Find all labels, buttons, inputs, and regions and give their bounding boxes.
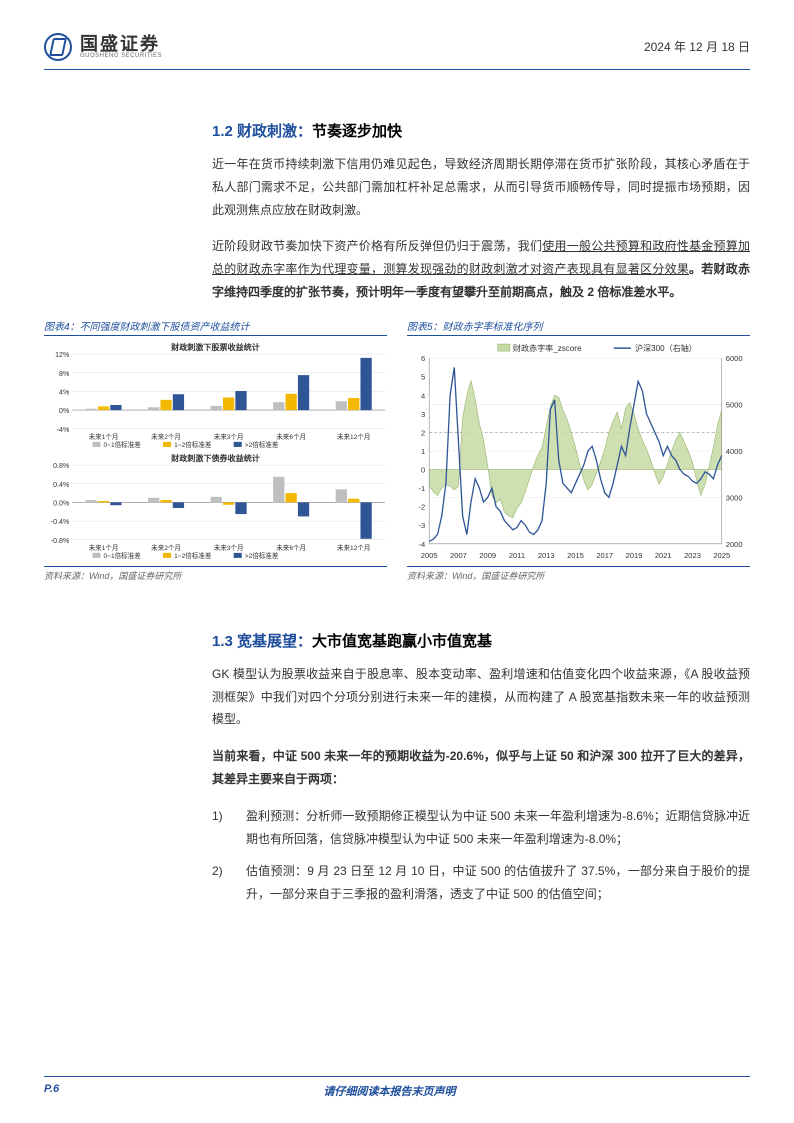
page-footer: P.6 请仔细阅读本报告末页声明 [44,1076,750,1099]
svg-text:2019: 2019 [626,551,643,560]
chart-5-source: 资料来源：Wind，国盛证券研究所 [407,566,750,582]
svg-text:2: 2 [421,428,425,437]
svg-text:-2: -2 [418,502,425,511]
svg-text:未来3个月: 未来3个月 [214,432,244,441]
logo-text-en: GUOSHENG SECURITIES [80,53,162,59]
svg-text:0~1倍标准差: 0~1倍标准差 [104,440,142,449]
svg-text:0.8%: 0.8% [53,463,70,470]
svg-text:0.0%: 0.0% [53,500,70,507]
svg-text:-0.4%: -0.4% [51,519,70,526]
svg-text:未来3个月: 未来3个月 [214,543,244,552]
svg-text:未来1个月: 未来1个月 [89,432,119,441]
svg-text:6000: 6000 [726,354,743,363]
svg-text:未来2个月: 未来2个月 [151,543,181,552]
svg-text:2007: 2007 [450,551,467,560]
svg-text:1: 1 [421,447,425,456]
svg-text:-4: -4 [418,540,425,549]
chart-4-svg: 财政刺激下股票收益统计-4%0%4%8%12%未来1个月未来2个月未来3个月未来… [44,340,387,562]
logo-text-cn: 国盛证券 [80,35,162,53]
svg-text:4: 4 [421,391,425,400]
section-1-3-para2: 当前来看，中证 500 未来一年的预期收益为-20.6%，似乎与上证 50 和沪… [212,745,750,791]
chart-5-title: 图表5：财政赤字率标准化序列 [407,318,750,336]
section-1-3-heading: 1.3 宽基展望：大市值宽基跑赢小市值宽基 [212,630,750,651]
svg-text:>2倍标准差: >2倍标准差 [245,551,279,560]
chart-row: 图表4：不同强度财政刺激下股债资产收益统计 财政刺激下股票收益统计 -4% 0% 4%… [44,318,750,582]
svg-text:1~2倍标准差: 1~2倍标准差 [174,551,212,560]
page-header: 国盛证券 GUOSHENG SECURITIES 2024 年 12 月 18 … [44,0,750,70]
svg-text:5: 5 [421,373,425,382]
svg-text:未来1个月: 未来1个月 [89,543,119,552]
page-content: 1.2 财政刺激：节奏逐步加快 近一年在货币持续刺激下信用仍难见起色，导致经济周… [44,120,750,916]
section-1-3-para1: GK 模型认为股票收益来自于股息率、股本变动率、盈利增速和估值变化四个收益来源，… [212,663,750,731]
svg-text:5000: 5000 [726,400,743,409]
section-1-2-para2: 近阶段财政节奏加快下资产价格有所反弹但仍归于震荡，我们使用一般公共预算和政府性基… [212,235,750,303]
svg-text:-4%: -4% [57,427,70,434]
svg-text:财政赤字率_zscore: 财政赤字率_zscore [513,343,582,353]
svg-text:2023: 2023 [684,551,701,560]
svg-text:-1: -1 [418,484,425,493]
svg-text:0~1倍标准差: 0~1倍标准差 [104,551,142,560]
chart-4-title: 图表4：不同强度财政刺激下股债资产收益统计 [44,318,387,336]
svg-text:2015: 2015 [567,551,584,560]
svg-text:未来12个月: 未来12个月 [337,543,370,552]
svg-text:>2倍标准差: >2倍标准差 [245,440,279,449]
svg-text:未来12个月: 未来12个月 [337,432,370,441]
svg-text:财政刺激下债券收益统计: 财政刺激下债券收益统计 [170,453,260,463]
svg-text:4%: 4% [59,389,70,396]
svg-text:未来6个月: 未来6个月 [276,543,306,552]
svg-text:6: 6 [421,354,425,363]
company-logo: 国盛证券 GUOSHENG SECURITIES [44,33,162,61]
svg-text:2013: 2013 [538,551,555,560]
report-date: 2024 年 12 月 18 日 [644,38,750,55]
svg-text:2000: 2000 [726,540,743,549]
footer-notice: 请仔细阅读本报告末页声明 [324,1083,456,1099]
svg-text:未来2个月: 未来2个月 [151,432,181,441]
svg-text:12%: 12% [55,352,70,359]
svg-text:2005: 2005 [421,551,438,560]
svg-text:3: 3 [421,410,425,419]
svg-text:0: 0 [421,465,425,474]
svg-text:0%: 0% [59,408,70,415]
svg-text:8%: 8% [59,371,70,378]
svg-text:2025: 2025 [713,551,730,560]
svg-text:沪深300（右轴）: 沪深300（右轴） [635,343,697,353]
logo-icon [44,33,72,61]
chart-5-svg: -4 -3 -2 -1 0 1 2 3 4 5 6 2000 3000 4000 5000 6000 2005 2… [407,340,750,562]
chart-4: 图表4：不同强度财政刺激下股债资产收益统计 财政刺激下股票收益统计 -4% 0% 4%… [44,318,387,582]
chart-5: 图表5：财政赤字率标准化序列 -4 -3 -2 -1 0 1 2 3 4 5 6 2000 3000 40… [407,318,750,582]
list-item-2: 2) 估值预测：9 月 23 日至 12 月 10 日，中证 500 的估值拔升… [212,860,750,906]
svg-text:2009: 2009 [479,551,496,560]
svg-text:2017: 2017 [596,551,613,560]
svg-text:1~2倍标准差: 1~2倍标准差 [174,440,212,449]
list-item-1: 1) 盈利预测：分析师一致预期修正模型认为中证 500 未来一年盈利增速为-8.… [212,805,750,851]
section-1-2-para1: 近一年在货币持续刺激下信用仍难见起色，导致经济周期长期停滞在货币扩张阶段，其核心… [212,153,750,221]
svg-text:4000: 4000 [726,447,743,456]
svg-text:0.4%: 0.4% [53,482,70,489]
svg-text:未来6个月: 未来6个月 [276,432,306,441]
svg-text:-0.8%: -0.8% [51,538,70,545]
svg-text:-3: -3 [418,521,425,530]
svg-text:2021: 2021 [655,551,672,560]
svg-text:财政刺激下股票收益统计: 财政刺激下股票收益统计 [170,342,260,352]
page-number: P.6 [44,1083,59,1099]
svg-text:3000: 3000 [726,493,743,502]
svg-text:2011: 2011 [509,551,525,560]
chart-4-source: 资料来源：Wind，国盛证券研究所 [44,566,387,582]
section-1-2-heading: 1.2 财政刺激：节奏逐步加快 [212,120,750,141]
